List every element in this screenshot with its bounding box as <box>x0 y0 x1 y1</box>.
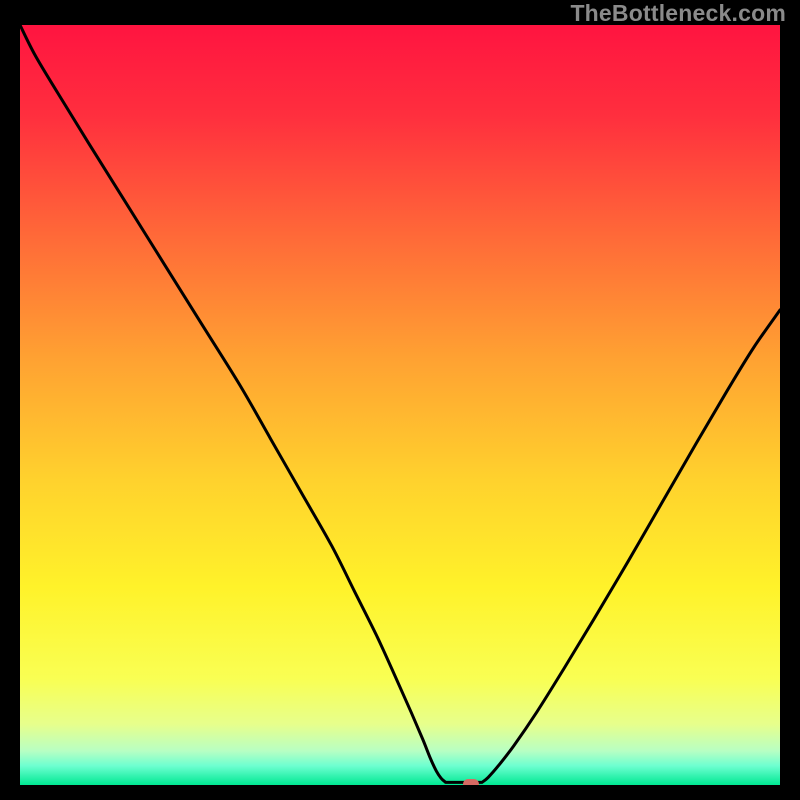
minimum-marker-rect <box>463 779 479 785</box>
watermark-text: TheBottleneck.com <box>570 0 786 27</box>
curve-path <box>20 25 780 782</box>
plot-frame <box>20 25 780 785</box>
bottleneck-curve <box>20 25 780 785</box>
plot-area <box>20 25 780 785</box>
minimum-marker-shape <box>463 779 479 785</box>
minimum-marker <box>463 776 479 785</box>
